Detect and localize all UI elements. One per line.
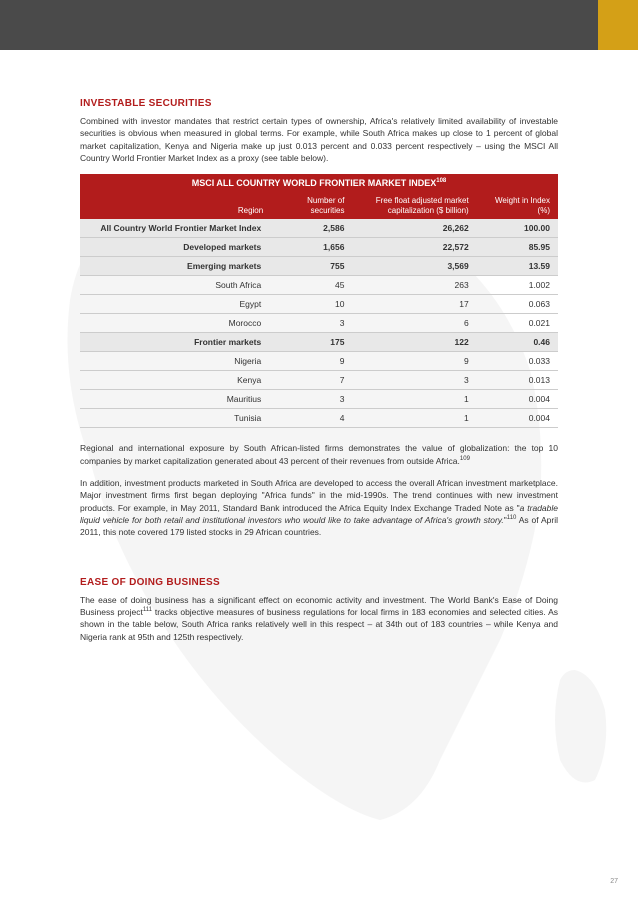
cell-cap: 3,569 [352, 257, 476, 276]
table-row: Tunisia410.004 [80, 409, 558, 428]
table-row: Morocco360.021 [80, 314, 558, 333]
table-title: MSCI ALL COUNTRY WORLD FRONTIER MARKET I… [80, 174, 558, 192]
cell-cap: 122 [352, 333, 476, 352]
cell-region: Nigeria [80, 352, 271, 371]
cell-region: Kenya [80, 371, 271, 390]
table-header-row: Region Number of securities Free float a… [80, 192, 558, 219]
cell-cap: 6 [352, 314, 476, 333]
cell-region: Morocco [80, 314, 271, 333]
table-title-sup: 108 [436, 178, 446, 184]
cell-num: 1,656 [271, 238, 352, 257]
page-content: INVESTABLE SECURITIES Combined with inve… [0, 50, 638, 643]
cell-region: Mauritius [80, 390, 271, 409]
section2-heading: EASE OF DOING BUSINESS [80, 577, 558, 588]
cell-num: 45 [271, 276, 352, 295]
cell-wt: 0.033 [477, 352, 558, 371]
cell-wt: 0.063 [477, 295, 558, 314]
cell-wt: 0.004 [477, 409, 558, 428]
cell-wt: 0.004 [477, 390, 558, 409]
cell-region: South Africa [80, 276, 271, 295]
cell-wt: 0.46 [477, 333, 558, 352]
table-row: South Africa452631.002 [80, 276, 558, 295]
cell-cap: 3 [352, 371, 476, 390]
table-row: Nigeria990.033 [80, 352, 558, 371]
cell-region: All Country World Frontier Market Index [80, 219, 271, 238]
cell-wt: 85.95 [477, 238, 558, 257]
table-row: Mauritius310.004 [80, 390, 558, 409]
page-number: 27 [610, 878, 618, 885]
table-row: Kenya730.013 [80, 371, 558, 390]
th-num: Number of securities [271, 192, 352, 219]
th-wt: Weight in Index (%) [477, 192, 558, 219]
cell-region: Developed markets [80, 238, 271, 257]
cell-region: Frontier markets [80, 333, 271, 352]
cell-num: 9 [271, 352, 352, 371]
cell-region: Tunisia [80, 409, 271, 428]
cell-num: 10 [271, 295, 352, 314]
cell-wt: 13.59 [477, 257, 558, 276]
table-title-row: MSCI ALL COUNTRY WORLD FRONTIER MARKET I… [80, 174, 558, 192]
section2-para1: The ease of doing business has a signifi… [80, 594, 558, 643]
cell-num: 755 [271, 257, 352, 276]
section1-para2: Regional and international exposure by S… [80, 442, 558, 467]
cell-num: 3 [271, 314, 352, 333]
cell-cap: 263 [352, 276, 476, 295]
cell-cap: 1 [352, 390, 476, 409]
cell-cap: 9 [352, 352, 476, 371]
cell-wt: 100.00 [477, 219, 558, 238]
top-bar [0, 0, 638, 50]
cell-wt: 0.021 [477, 314, 558, 333]
cell-region: Egypt [80, 295, 271, 314]
table-row: Egypt10170.063 [80, 295, 558, 314]
cell-num: 7 [271, 371, 352, 390]
cell-num: 4 [271, 409, 352, 428]
cell-num: 175 [271, 333, 352, 352]
cell-region: Emerging markets [80, 257, 271, 276]
cell-wt: 1.002 [477, 276, 558, 295]
table-row: Emerging markets7553,56913.59 [80, 257, 558, 276]
cell-cap: 1 [352, 409, 476, 428]
th-cap: Free float adjusted market capitalizatio… [352, 192, 476, 219]
cell-wt: 0.013 [477, 371, 558, 390]
section1-para1: Combined with investor mandates that res… [80, 115, 558, 164]
section1-para3: In addition, investment products markete… [80, 477, 558, 539]
cell-cap: 22,572 [352, 238, 476, 257]
cell-num: 2,586 [271, 219, 352, 238]
th-region: Region [80, 192, 271, 219]
cell-cap: 26,262 [352, 219, 476, 238]
table-title-text: MSCI ALL COUNTRY WORLD FRONTIER MARKET I… [192, 178, 437, 188]
table-row: Developed markets1,65622,57285.95 [80, 238, 558, 257]
table-row: All Country World Frontier Market Index2… [80, 219, 558, 238]
cell-num: 3 [271, 390, 352, 409]
msci-table: MSCI ALL COUNTRY WORLD FRONTIER MARKET I… [80, 174, 558, 428]
cell-cap: 17 [352, 295, 476, 314]
table-row: Frontier markets1751220.46 [80, 333, 558, 352]
top-bar-accent [598, 0, 638, 50]
section1-heading: INVESTABLE SECURITIES [80, 98, 558, 109]
